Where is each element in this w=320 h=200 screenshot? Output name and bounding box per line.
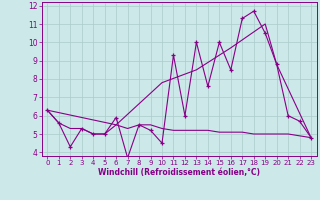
X-axis label: Windchill (Refroidissement éolien,°C): Windchill (Refroidissement éolien,°C) [98, 168, 260, 177]
